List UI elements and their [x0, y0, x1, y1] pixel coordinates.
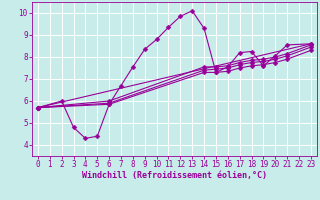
- X-axis label: Windchill (Refroidissement éolien,°C): Windchill (Refroidissement éolien,°C): [82, 171, 267, 180]
